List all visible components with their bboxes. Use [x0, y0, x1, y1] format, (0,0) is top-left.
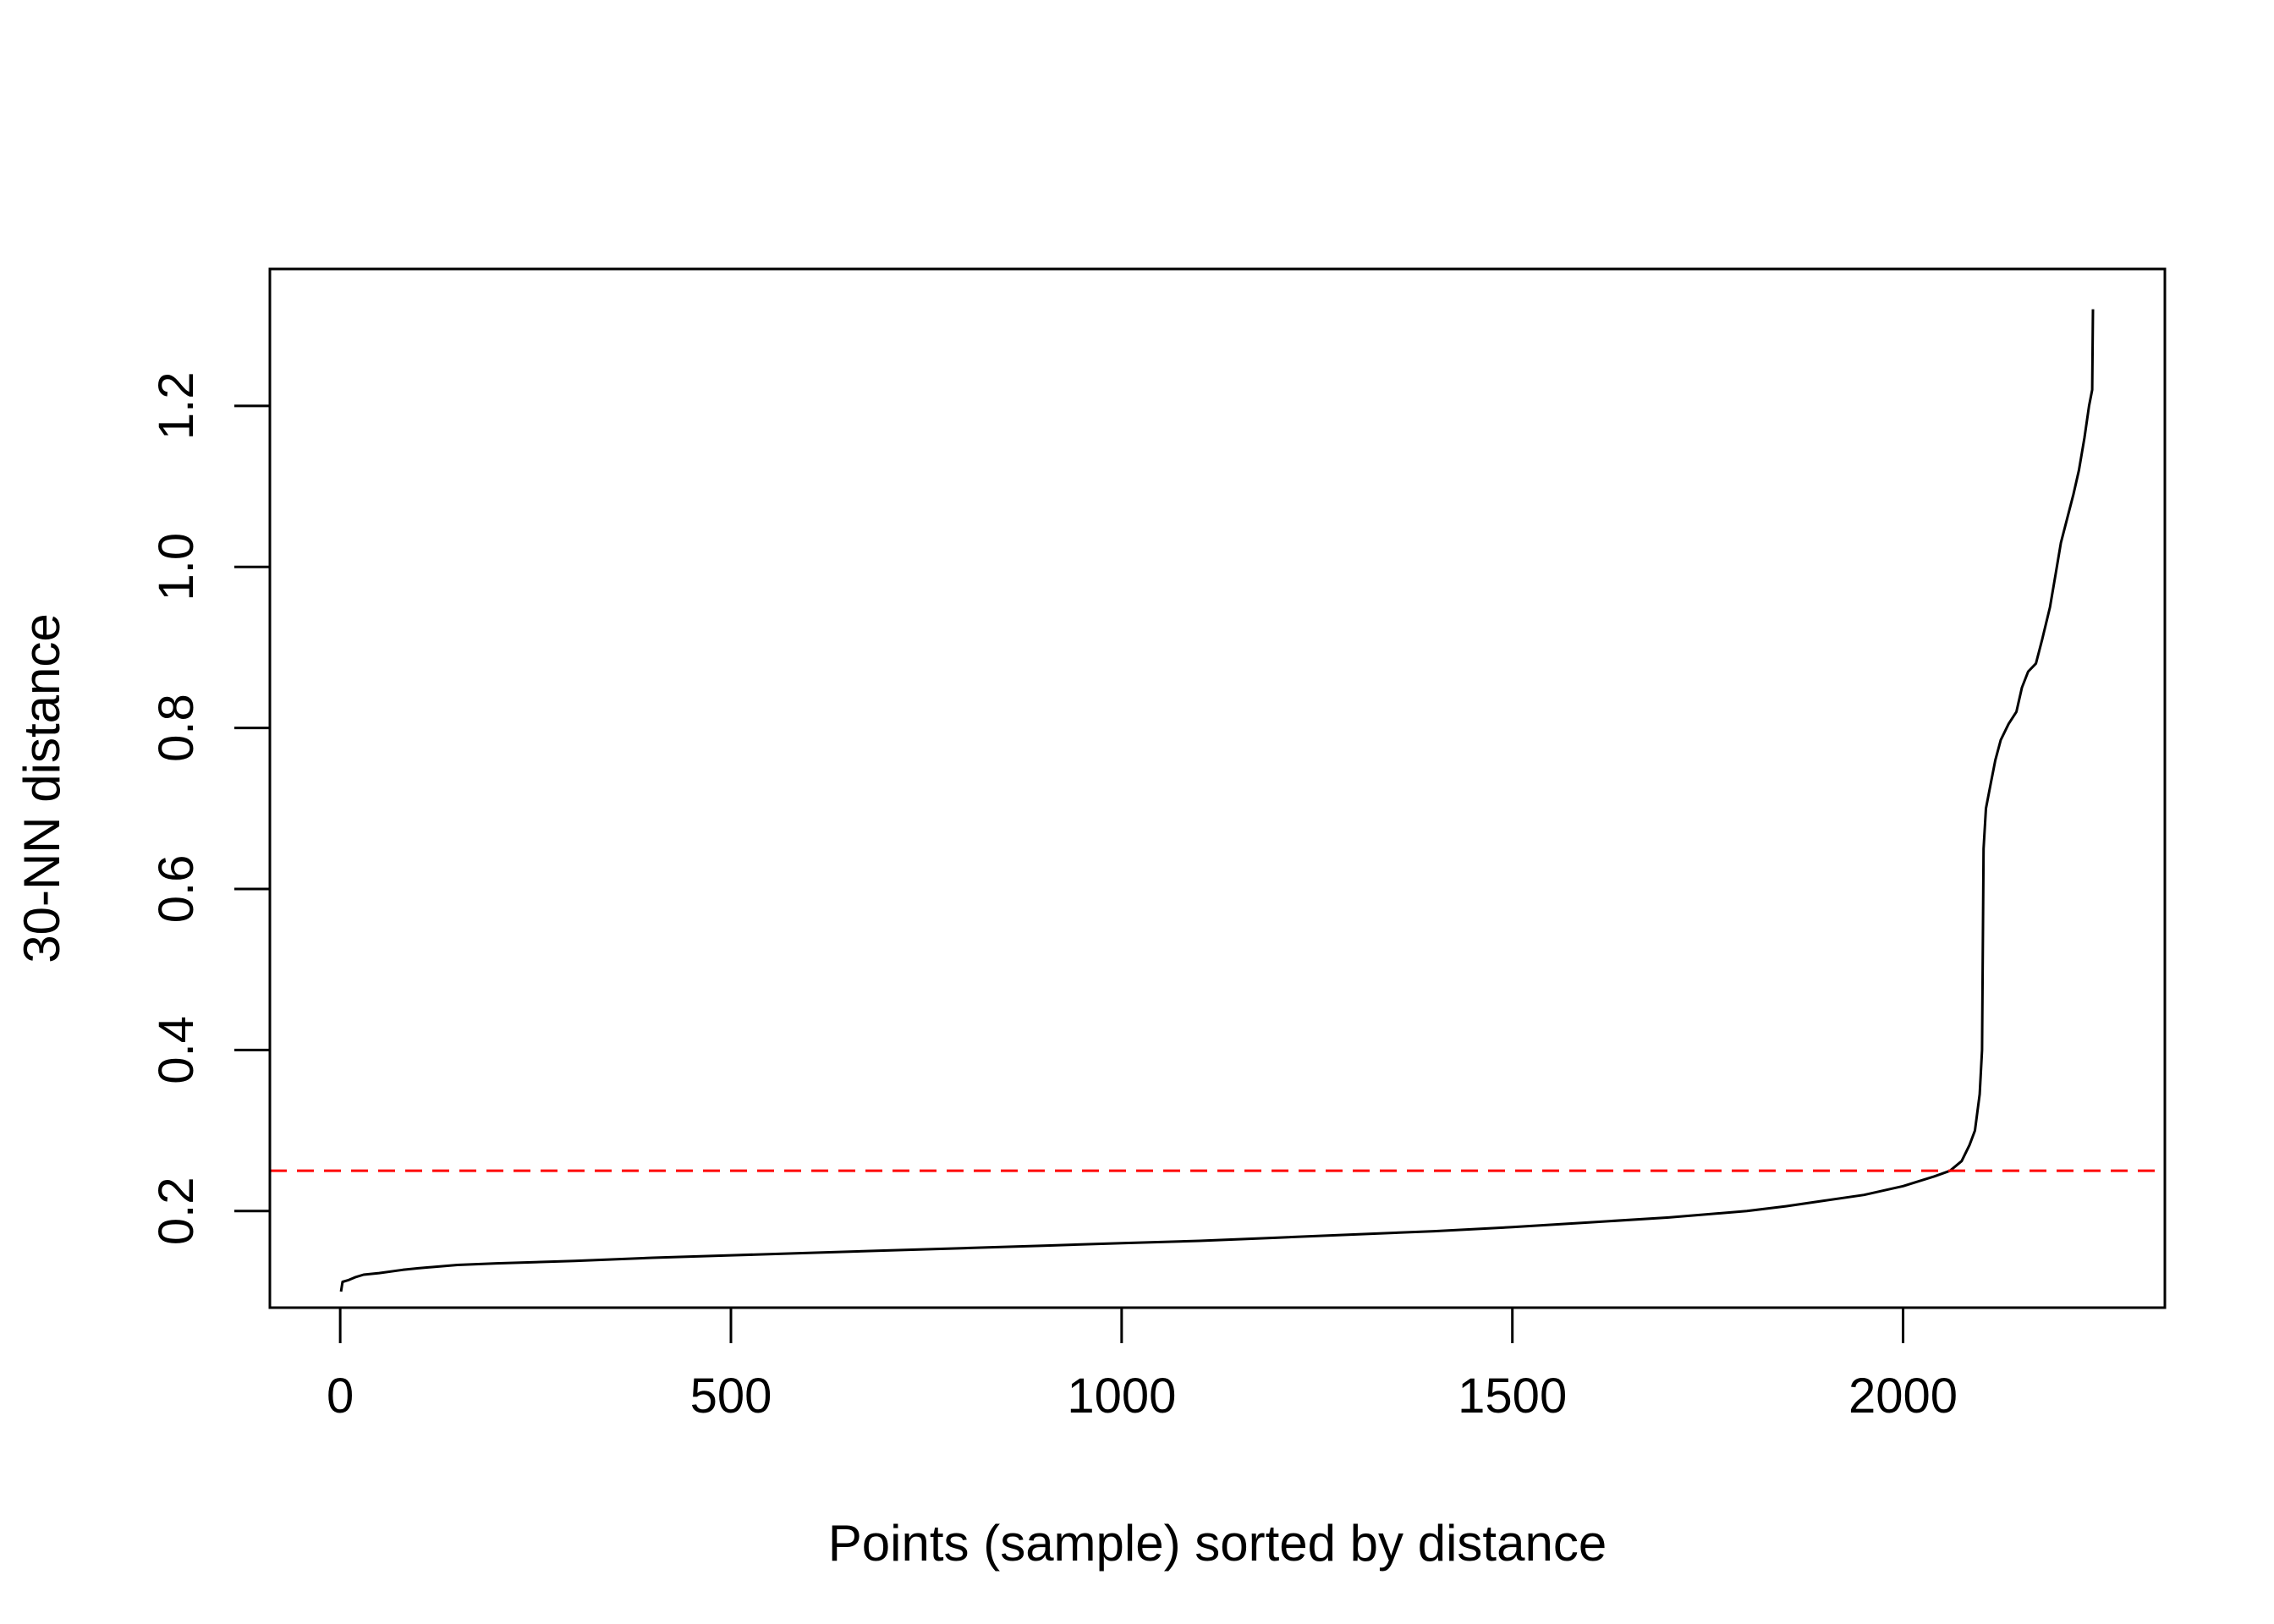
x-axis: 0 500 1000 1500 2000	[327, 1306, 1958, 1424]
x-tick-label: 2000	[1848, 1369, 1958, 1424]
y-tick-label: 0.4	[149, 1016, 204, 1084]
y-tick-label: 1.0	[149, 533, 204, 601]
y-tick-label: 1.2	[149, 372, 204, 441]
x-tick-label: 1500	[1458, 1369, 1567, 1424]
y-axis: 0.2 0.4 0.6 0.8 1.0 1.2	[149, 372, 272, 1245]
y-axis-label: 30-NN distance	[14, 613, 70, 963]
x-tick-label: 0	[327, 1369, 354, 1424]
x-tick-label: 500	[690, 1369, 772, 1424]
plot-area	[270, 309, 2165, 1292]
y-tick-label: 0.6	[149, 855, 204, 924]
x-tick-label: 1000	[1067, 1369, 1176, 1424]
y-tick-label: 0.2	[149, 1177, 204, 1245]
y-tick-label: 0.8	[149, 694, 204, 762]
distance-series-line	[339, 309, 2095, 1292]
x-axis-label: Points (sample) sorted by distance	[828, 1515, 1607, 1572]
